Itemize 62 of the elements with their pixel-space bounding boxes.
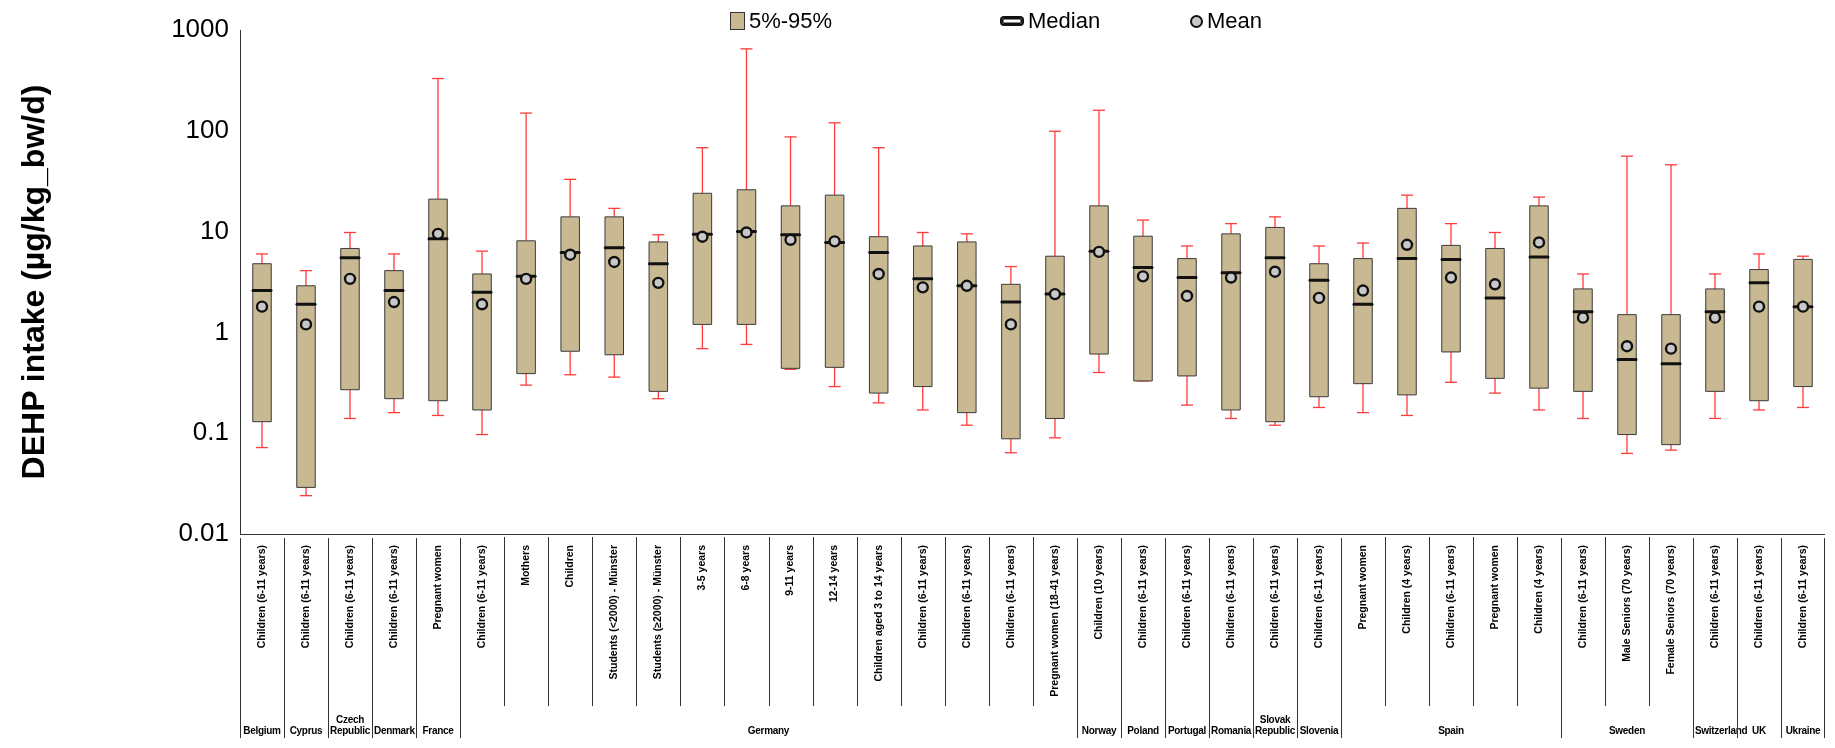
text: Norway xyxy=(1080,725,1118,736)
x-tick-label: Children (6-11 years) xyxy=(1575,545,1588,649)
y-tick-label: 1000 xyxy=(171,13,229,44)
x-tick-label: Children (6-11 years) xyxy=(342,545,355,649)
x-tick-label: Female Seniors (70 years) xyxy=(1663,545,1676,675)
x-tick-label: Students (<2000) - Münster xyxy=(607,545,620,680)
y-tick-label: 0.01 xyxy=(178,517,229,548)
x-tick-label: Children (6-11 years) xyxy=(474,545,487,649)
x-tick-label: Children (6-11 years) xyxy=(254,545,267,649)
x-tick-label: Children (6-11 years) xyxy=(915,545,928,649)
x-tick-label: Children (6-11 years) xyxy=(959,545,972,649)
x-tick-label: Children (6-11 years) xyxy=(1443,545,1456,649)
text: Sweden xyxy=(1608,725,1646,736)
y-axis-title: DEHP intake (µg/kg_bw/d) xyxy=(15,84,52,480)
x-tick-label: 12-14 years xyxy=(827,544,840,603)
x-tick-label: Children (6-11 years) xyxy=(298,545,311,649)
y-tick-label: 100 xyxy=(185,113,229,144)
text: Poland xyxy=(1126,725,1160,736)
x-tick-label: Children (6-11 years) xyxy=(1223,545,1236,649)
x-tick-label: Mothers xyxy=(519,544,531,586)
x-tick-label: 3-5 years xyxy=(695,544,708,591)
text: France xyxy=(421,725,455,736)
x-tick-label: 9-11 years xyxy=(783,544,796,596)
x-tick-label: Children (6-11 years) xyxy=(1179,545,1192,649)
x-tick-label: Children (4 years) xyxy=(1531,545,1544,634)
y-tick-label: 10 xyxy=(200,214,229,245)
text: Denmark xyxy=(374,725,415,736)
x-tick-label: Pregnant women xyxy=(1355,545,1368,630)
annotation: Median xyxy=(1028,8,1101,34)
x-tick-label: Children (6-11 years) xyxy=(386,545,399,649)
x-tick-label: Children (6-11 years) xyxy=(1135,545,1148,649)
text: Germany xyxy=(746,725,791,736)
y-tick-label: 1 xyxy=(214,315,229,346)
x-tick-label: Children (10 years) xyxy=(1091,545,1104,640)
x-tick-label: Male Seniors (70 years) xyxy=(1619,545,1632,662)
x-tick-label: Children (4 years) xyxy=(1399,545,1412,634)
x-tick-label: Children xyxy=(563,545,576,588)
text: Slovenia xyxy=(1299,725,1339,736)
x-tick-label: Children aged 3 to 14 years xyxy=(871,544,884,682)
annotation: 5%-95% xyxy=(749,8,833,34)
x-tick-label: Students (≥2000) - Münster xyxy=(651,545,664,680)
x-tick-label: Children (6-11 years) xyxy=(1751,545,1764,649)
text: Spain xyxy=(1437,725,1465,736)
text: Portugal xyxy=(1167,725,1207,736)
text: Ukraine xyxy=(1784,725,1822,736)
text: UK xyxy=(1752,725,1766,736)
x-tick-label: Children (6-11 years) xyxy=(1267,545,1280,649)
x-tick-label: Children (6-11 years) xyxy=(1795,545,1808,649)
annotation: Mean xyxy=(1207,8,1263,34)
x-tick-label: Children (6-11 years) xyxy=(1707,545,1720,649)
y-tick-label: 0.1 xyxy=(192,416,229,447)
text: Slovak Republic xyxy=(1255,714,1295,736)
x-tick-label: Pregnant women xyxy=(430,545,443,630)
text: Belgium xyxy=(242,725,282,736)
x-tick-label: Children (6-11 years) xyxy=(1003,545,1016,649)
x-tick-label: 6-8 years xyxy=(739,544,752,591)
text: Cyprus xyxy=(288,725,324,736)
x-tick-label: Pregnant women (18-41 years) xyxy=(1047,545,1060,697)
x-tick-label: Pregnant women xyxy=(1487,545,1500,630)
text: Romania xyxy=(1211,725,1252,736)
x-tick-label: Children (6-11 years) xyxy=(1311,545,1324,649)
text: Czech Republic xyxy=(330,714,370,736)
